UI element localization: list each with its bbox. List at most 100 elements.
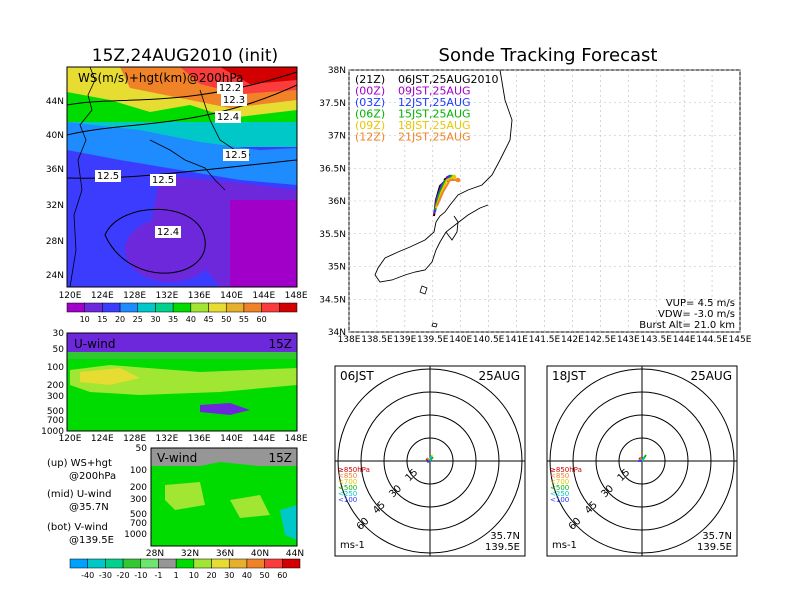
lon-tick-label: 140E (220, 291, 243, 301)
colorbar-tick-label: 50 (221, 315, 231, 324)
level-legend-item: <700 (338, 478, 357, 486)
v-wind-field (151, 448, 297, 546)
track-legend-jst: 06JST,25AUG2010 (398, 73, 499, 86)
pressure-tick-label: 1000 (124, 530, 147, 540)
contour-label: 12.2 (219, 83, 241, 94)
hodograph-trace (426, 460, 431, 463)
hodograph-trace (641, 456, 645, 462)
contour-label-box (95, 170, 121, 182)
wind-speed-colorbar: 10 15 20 25 30 35 40 45 50 55 60 (66, 302, 298, 324)
sonde-tracks (433, 174, 461, 217)
lon-tick-label: 136E (188, 434, 211, 444)
colorbar-tick-label: 30 (224, 571, 234, 580)
lon-tick-label: 132E (155, 434, 178, 444)
contour-label: 12.5 (152, 175, 174, 186)
lat-tick-label: 34.5N (319, 295, 346, 305)
lon-tick-label: 124E (91, 434, 114, 444)
colorbar-tick-label: 20 (115, 315, 125, 324)
lon-tick-label: 124E (91, 291, 114, 301)
hodograph-lat: 35.7N (702, 531, 732, 542)
colorbar-swatch (84, 302, 103, 313)
colorbar-swatch (105, 558, 124, 569)
colorbar-swatch (175, 558, 195, 569)
sonde-burst-point (455, 177, 461, 183)
level-legend-item: <500 (338, 484, 357, 492)
pressure-tick-label: 200 (130, 483, 147, 493)
hodograph-time: 06JST (340, 369, 374, 383)
lat-tick-label: 36N (328, 197, 346, 207)
pressure-tick-label: 30 (53, 329, 65, 339)
colorbar-tick-label: -30 (99, 571, 112, 580)
u-wind-time: 15Z (269, 337, 293, 351)
lat-tick-label: 24N (46, 271, 64, 281)
contour-label: 12.4 (217, 112, 239, 123)
sonde-track-line (436, 179, 458, 207)
pressure-tick-label: 700 (47, 416, 64, 426)
lon-tick-label: 142E (561, 335, 584, 345)
lat-tick-label: 35N (328, 263, 346, 273)
colorbar-swatch (190, 302, 209, 313)
track-legend-jst: 15JST,25AUG (398, 108, 471, 121)
colorbar-swatch (137, 302, 156, 313)
lon-tick-label: 128E (123, 434, 146, 444)
colorbar-swatch (282, 558, 301, 569)
lat-tick-label: 37.5N (319, 99, 346, 109)
contour-label-box (221, 94, 247, 106)
colorbar-tick-label: 10 (189, 571, 199, 580)
colorbar-swatch (243, 302, 262, 313)
colorbar-swatch (264, 558, 283, 569)
pressure-tick-label: 300 (130, 495, 147, 505)
lon-tick-label: 136E (188, 291, 211, 301)
colorbar-swatch (87, 558, 106, 569)
contour-label-box (150, 174, 176, 186)
hodograph-lon: 139.5E (697, 542, 732, 553)
level-legend-item: <700 (550, 478, 569, 486)
colorbar-tick-label: 50 (260, 571, 270, 580)
lat-tick-label: 35.5N (319, 230, 346, 240)
colorbar-swatch (228, 558, 248, 569)
lat-tick-label: 37N (328, 132, 346, 142)
lon-tick-label: 140E (220, 434, 243, 444)
legend-note-sub: @200hPa (69, 471, 116, 482)
level-legend-item: ≥850hPa (550, 466, 582, 474)
colorbar-swatch (102, 302, 121, 313)
hodograph-lat: 35.7N (490, 531, 520, 542)
colorbar-swatch (155, 302, 174, 313)
pressure-tick-label: 50 (136, 444, 148, 454)
lon-tick-label: 132E (155, 291, 178, 301)
colorbar-tick-label: 20 (206, 571, 216, 580)
pressure-tick-label: 100 (47, 363, 64, 373)
pressure-tick-label: 1000 (41, 427, 64, 437)
legend-note-title: (mid) U-wind (47, 489, 111, 500)
u-wind-field (67, 333, 297, 431)
colorbar-tick-label: -1 (154, 571, 162, 580)
colorbar-swatch (69, 558, 88, 569)
v-wind-frame (150, 447, 298, 547)
hodograph-date: 25AUG (478, 369, 520, 383)
lat-tick-label: 32N (181, 549, 199, 559)
v-wind-lat-ticks: 28N 32N 36N 40N 44N (146, 549, 304, 559)
contour-label: 12.4 (157, 227, 179, 238)
wind-map-lat-ticks: 44N 40N 36N 32N 28N 24N (46, 97, 64, 281)
main-title: Sonde Tracking Forecast (439, 45, 658, 66)
launch-parameter: VDW= -3.0 m/s (658, 309, 735, 320)
hodograph-date: 25AUG (690, 369, 732, 383)
colorbar-swatch (246, 558, 265, 569)
contour-label-box (155, 226, 181, 238)
colorbar-tick-label: 10 (80, 315, 90, 324)
track-legend-utc: (06Z) (355, 108, 385, 121)
colorbar-tick-label: 55 (239, 315, 249, 324)
lon-tick-label: 143E (617, 335, 640, 345)
colorbar-swatch (158, 558, 177, 569)
wind-map-lon-ticks: 120E 124E 128E 132E 136E 140E 144E 148E (59, 291, 308, 301)
track-legend-jst: 21JST,25AUG (398, 131, 471, 144)
track-legend-jst: 12JST,25AUG (398, 96, 471, 109)
lat-tick-label: 28N (46, 237, 64, 247)
contour-label: 12.3 (223, 95, 245, 106)
u-wind-frame (66, 332, 298, 432)
lon-tick-label: 138.5E (361, 335, 393, 345)
contour-label-box (217, 82, 243, 94)
lon-tick-label: 144E (673, 335, 696, 345)
